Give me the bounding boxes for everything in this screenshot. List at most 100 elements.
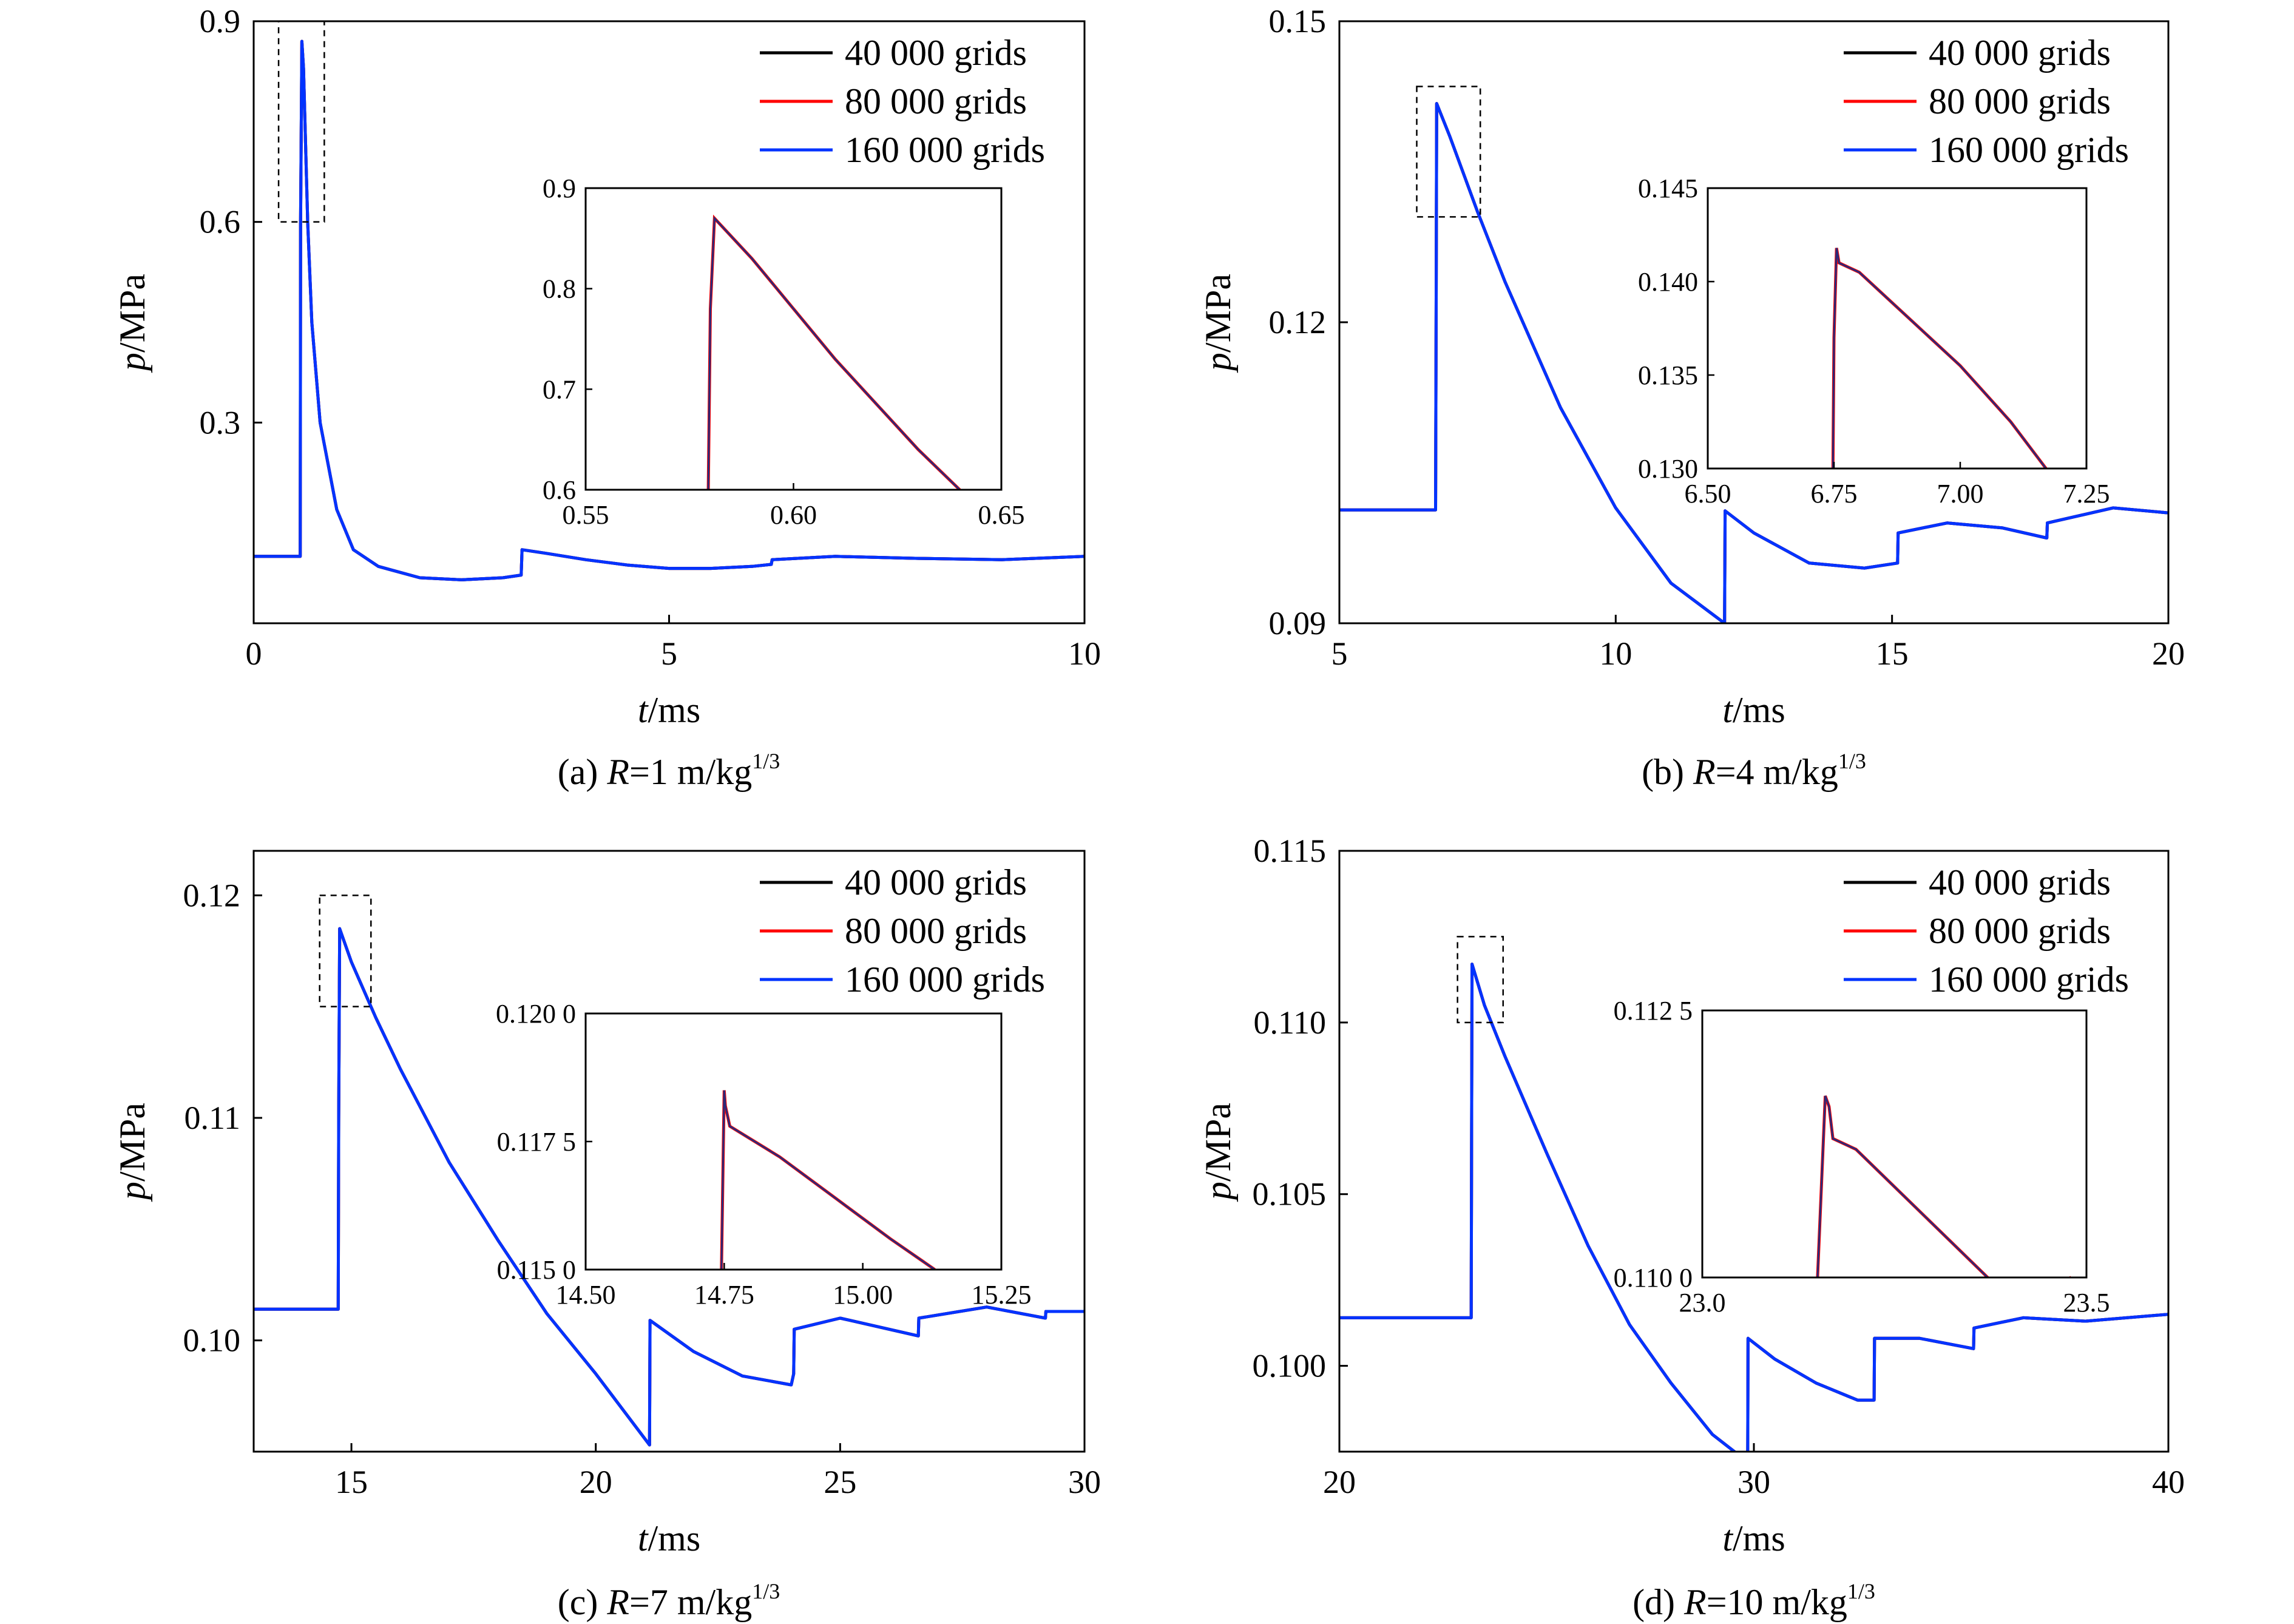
x-axis-unit: /ms xyxy=(648,1518,700,1558)
zoom-box xyxy=(1416,86,1481,218)
x-axis-unit: /ms xyxy=(1733,1518,1785,1558)
inset-background xyxy=(586,188,1001,490)
y-tick-label: 0.09 xyxy=(1269,605,1327,641)
x-axis-label: t/ms xyxy=(638,690,700,730)
caption-sup: 1/3 xyxy=(1838,749,1866,773)
x-tick-label: 30 xyxy=(1068,1464,1101,1500)
y-tick-label: 0.12 xyxy=(183,877,241,913)
y-tick-label: 0.15 xyxy=(1269,3,1327,39)
x-axis-var: t xyxy=(638,1518,649,1558)
x-tick-label: 10 xyxy=(1068,635,1101,672)
zoom-box xyxy=(319,895,372,1007)
inset-x-tick-label: 0.55 xyxy=(563,500,609,530)
y-axis-label: p/MPa xyxy=(112,274,152,373)
legend-label: 80 000 grids xyxy=(1929,81,2111,121)
caption-value: =1 m/kg xyxy=(629,752,752,792)
caption-value: =7 m/kg xyxy=(629,1582,752,1622)
inset-x-tick-label: 6.75 xyxy=(1811,479,1858,509)
caption-prefix: (d) xyxy=(1633,1582,1684,1622)
inset-y-tick-label: 0.120 0 xyxy=(496,999,576,1029)
caption-sup: 1/3 xyxy=(752,1579,780,1603)
y-tick-label: 0.6 xyxy=(200,204,241,240)
y-tick-label: 0.11 xyxy=(184,1100,241,1136)
inset-y-tick-label: 0.112 5 xyxy=(1614,996,1693,1026)
legend-label: 40 000 grids xyxy=(1929,862,2111,902)
caption-var: R xyxy=(1693,752,1716,792)
x-tick-label: 15 xyxy=(335,1464,368,1500)
x-axis-label: t/ms xyxy=(1722,690,1785,730)
inset-y-tick-label: 0.140 xyxy=(1638,267,1698,297)
inset-y-tick-label: 0.145 xyxy=(1638,174,1698,203)
x-axis-var: t xyxy=(638,690,649,730)
inset-y-tick-label: 0.115 0 xyxy=(497,1255,576,1285)
x-tick-label: 20 xyxy=(580,1464,612,1500)
y-tick-label: 0.100 xyxy=(1253,1348,1327,1384)
plot-frame xyxy=(252,850,1086,1453)
series-line-2 xyxy=(254,39,1084,581)
legend-label: 80 000 grids xyxy=(845,81,1027,121)
x-axis-unit: /ms xyxy=(648,690,700,730)
caption-prefix: (c) xyxy=(558,1582,607,1622)
y-axis-var: p xyxy=(1198,353,1238,373)
y-axis-unit: /MPa xyxy=(1198,274,1238,353)
inset-line-dark xyxy=(707,216,961,490)
legend-label: 40 000 grids xyxy=(845,862,1027,902)
legend-label: 40 000 grids xyxy=(845,33,1027,73)
caption-prefix: (b) xyxy=(1642,752,1693,792)
inset-x-tick-label: 6.50 xyxy=(1685,479,1731,509)
inset-plot: 6.50 6.75 7.00 7.25 0.130 0.135 0.140 0.145 xyxy=(1638,174,2110,509)
inset-y-tick-label: 0.6 xyxy=(543,475,576,505)
panel-b: 5 10 15 20 0.09 0.12 0.15 t/ms p/MPa 40 000 grids… xyxy=(1198,3,2185,792)
inset-y-tick-label: 0.135 xyxy=(1638,360,1698,390)
inset-background xyxy=(586,1013,1001,1270)
legend-label: 80 000 grids xyxy=(845,911,1027,951)
legend-label: 80 000 grids xyxy=(1929,911,2111,951)
inset-x-tick-label: 23.5 xyxy=(2063,1288,2110,1318)
inset-x-tick-label: 14.75 xyxy=(694,1280,754,1310)
y-axis-var: p xyxy=(112,353,152,373)
inset-line-dark xyxy=(1832,248,2047,469)
y-axis-unit: /MPa xyxy=(112,1103,152,1182)
inset-x-tick-label: 0.65 xyxy=(978,500,1025,530)
x-tick-label: 25 xyxy=(824,1464,856,1500)
x-tick-label: 40 xyxy=(2152,1464,2185,1500)
legend-label: 160 000 grids xyxy=(845,130,1045,170)
caption-sup: 1/3 xyxy=(1847,1579,1875,1603)
inset-background xyxy=(1702,1010,2086,1277)
legend: 40 000 grids 80 000 grids 160 000 grids xyxy=(760,33,1045,170)
y-axis-label: p/MPa xyxy=(1198,1103,1238,1202)
inset-frame xyxy=(1701,1009,2088,1279)
series-line-2 xyxy=(1339,963,2168,1452)
inset-x-tick-label: 0.60 xyxy=(770,500,817,530)
panel-caption: (d) R=10 m/kg1/3 xyxy=(1633,1579,1875,1622)
inset-plot: 0.55 0.60 0.65 0.6 0.7 0.8 0.9 xyxy=(543,174,1025,530)
inset-background xyxy=(1708,188,2086,469)
caption-value: =10 m/kg xyxy=(1707,1582,1847,1622)
legend-label: 40 000 grids xyxy=(1929,33,2111,73)
series-line-2 xyxy=(1339,102,2168,623)
panel-d: 20 30 40 0.100 0.105 0.110 0.115 t/ms p/MPa 40 00… xyxy=(1198,833,2185,1622)
inset-x-tick-label: 7.25 xyxy=(2063,479,2110,509)
legend: 40 000 grids 80 000 grids 160 000 grids xyxy=(1844,862,2129,1000)
inset-frame xyxy=(1707,187,2088,470)
inset-y-tick-label: 0.7 xyxy=(543,374,576,404)
inset-y-tick-label: 0.130 xyxy=(1638,454,1698,484)
y-axis-label: p/MPa xyxy=(112,1103,152,1202)
x-tick-label: 10 xyxy=(1599,635,1632,672)
x-axis-var: t xyxy=(1722,690,1733,730)
x-tick-label: 20 xyxy=(1323,1464,1356,1500)
legend-label: 160 000 grids xyxy=(1929,130,2129,170)
inset-y-tick-label: 0.9 xyxy=(543,174,576,203)
inset-y-tick-label: 0.8 xyxy=(543,274,576,304)
zoom-box xyxy=(1457,936,1504,1024)
caption-var: R xyxy=(606,752,629,792)
y-tick-label: 0.3 xyxy=(200,404,241,441)
caption-prefix: (a) xyxy=(558,752,607,792)
y-tick-label: 0.9 xyxy=(200,3,241,39)
caption-sup: 1/3 xyxy=(752,749,780,773)
x-tick-label: 20 xyxy=(2152,635,2185,672)
y-tick-label: 0.115 xyxy=(1254,833,1327,869)
series-line-2 xyxy=(254,927,1084,1447)
legend-label: 160 000 grids xyxy=(1929,959,2129,1000)
x-tick-label: 5 xyxy=(661,635,677,672)
